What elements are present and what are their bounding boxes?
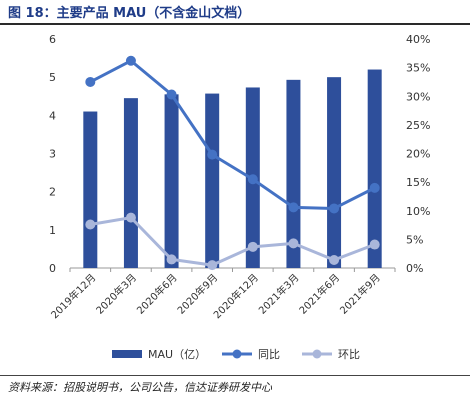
point-yoy [288, 202, 299, 213]
left-tick-label: 0 [49, 262, 56, 275]
right-tick-label: 25% [406, 119, 430, 132]
right-tick-label: 20% [406, 148, 430, 161]
left-tick-label: 4 [49, 109, 56, 122]
point-qoq [247, 241, 258, 252]
left-tick-label: 6 [49, 33, 56, 46]
bar-mau [286, 79, 301, 268]
bar-mau [367, 69, 382, 269]
point-yoy [247, 174, 258, 185]
x-tick-label: 2021年6月 [296, 271, 342, 317]
point-qoq [288, 238, 299, 249]
point-qoq [329, 254, 340, 265]
line-yoy [89, 59, 376, 210]
point-yoy [125, 55, 136, 66]
x-tick-label: 2020年3月 [93, 271, 139, 317]
left-tick-label: 1 [49, 224, 56, 237]
right-tick-label: 30% [406, 90, 430, 103]
line-qoq [90, 216, 376, 267]
figure-title: 图 18：主要产品 MAU（不含金山文档） [8, 6, 251, 21]
legend-label-yoy: 同比 [258, 348, 280, 361]
x-tick-label: 2021年3月 [256, 271, 302, 317]
right-tick-label: 5% [406, 233, 423, 246]
x-tick-label: 2019年12月 [48, 271, 98, 321]
legend-label-mau: MAU（亿） [148, 348, 206, 361]
point-yoy [369, 182, 380, 193]
left-tick-label: 2 [49, 186, 56, 199]
bar-mau [123, 98, 138, 269]
right-tick-label: 0% [406, 262, 423, 275]
point-qoq [369, 239, 380, 250]
source-rule [0, 375, 470, 376]
title-rule [0, 23, 470, 25]
x-tick-label: 2021年9月 [337, 271, 383, 317]
legend-marker-yoy [232, 349, 242, 359]
bar-mau [205, 93, 220, 268]
point-qoq [207, 260, 218, 271]
x-tick-label: 2020年9月 [174, 271, 220, 317]
point-yoy [207, 149, 218, 160]
left-tick-label: 5 [49, 71, 56, 84]
bar-mau [327, 77, 342, 269]
point-yoy [329, 203, 340, 214]
x-tick-label: 2020年6月 [134, 271, 180, 317]
right-tick-label: 35% [406, 62, 430, 75]
point-qoq [166, 254, 177, 265]
right-tick-label: 10% [406, 205, 430, 218]
point-yoy [85, 76, 96, 87]
right-tick-label: 15% [406, 176, 430, 189]
bar-mau [164, 94, 179, 268]
bar-mau [83, 111, 98, 269]
point-yoy [166, 89, 177, 100]
point-qoq [125, 212, 136, 223]
point-qoq [85, 219, 96, 230]
right-tick-label: 40% [406, 33, 430, 46]
source-note: 资料来源：招股说明书，公司公告，信达证券研发中心 [8, 381, 272, 394]
legend-marker-qoq [312, 349, 322, 359]
legend-label-qoq: 环比 [338, 348, 360, 361]
legend-swatch-mau [112, 350, 142, 358]
left-tick-label: 3 [49, 148, 56, 161]
mau-chart: 0 1 2 3 4 5 6 0% 5% 10% 15% 20% 25% 30% 35% 40% 2019年12月… [48, 33, 430, 361]
